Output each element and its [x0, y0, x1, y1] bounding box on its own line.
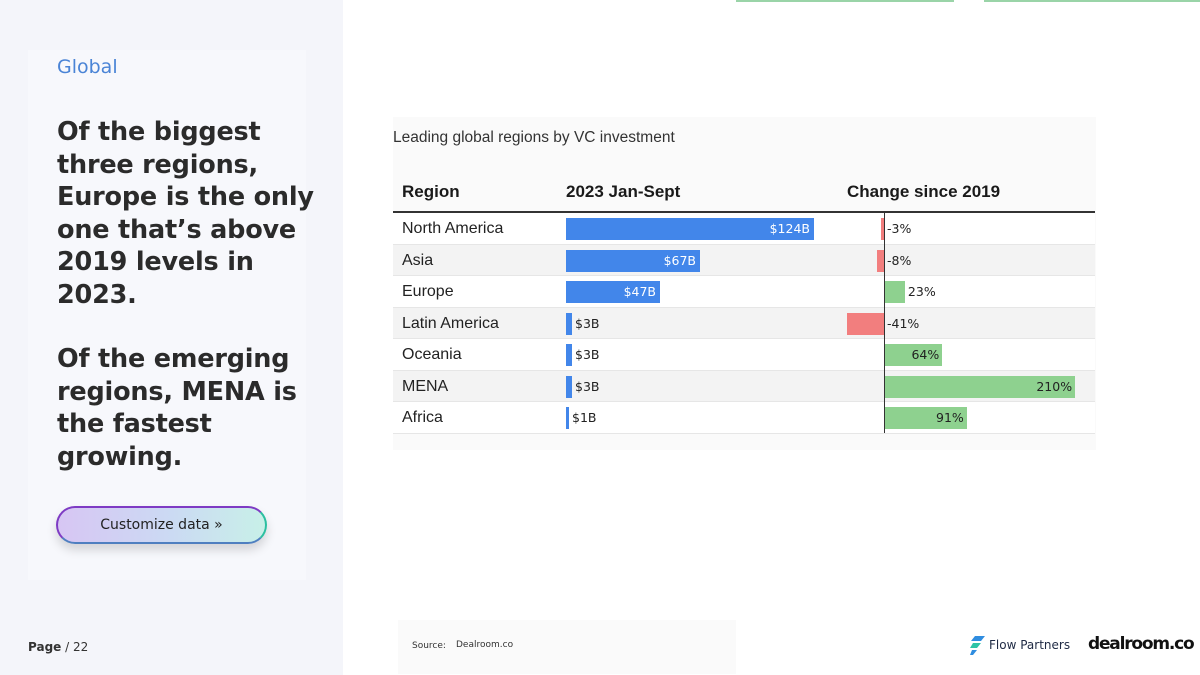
- region-label: Africa: [402, 409, 443, 426]
- table-row: Africa $1B 91%: [393, 402, 1095, 434]
- page-label: Page: [28, 640, 62, 654]
- investment-value-label: $3B: [575, 315, 600, 331]
- investment-bar: [566, 344, 572, 366]
- table-row: Latin America $3B -41%: [393, 307, 1095, 339]
- change-value-label: 210%: [1036, 378, 1073, 394]
- investment-bar: [566, 312, 572, 335]
- chart-title: Leading global regions by VC investment: [393, 129, 675, 146]
- investment-bar: [566, 407, 569, 429]
- change-bar: [884, 281, 905, 303]
- table-row: Europe $47B 23%: [393, 276, 1095, 308]
- investment-bar: [566, 375, 572, 398]
- page-indicator: Page / 22: [28, 640, 88, 654]
- page-number: / 22: [65, 640, 89, 654]
- change-value-label: 91%: [936, 410, 964, 425]
- change-bar: [884, 344, 943, 366]
- dealroom-logo: dealroom.co: [1088, 634, 1195, 654]
- region-label: Latin America: [402, 314, 499, 332]
- table-row: Asia $67B -8%: [393, 244, 1095, 276]
- customize-data-button[interactable]: Customize data »: [56, 506, 267, 544]
- table-row: Oceania $3B 64%: [393, 339, 1095, 371]
- footer-source-box: [398, 620, 736, 674]
- change-bar: [846, 312, 884, 335]
- region-label: Asia: [402, 251, 434, 269]
- change-bar: [876, 249, 884, 272]
- table-row: North America $124B -3%: [393, 213, 1095, 245]
- table-row: MENA $3B 210%: [393, 370, 1095, 402]
- investment-value-label: $47B: [623, 284, 656, 299]
- top-accent-line-right: [984, 0, 1200, 2]
- column-header-investment: 2023 Jan-Sept: [566, 182, 681, 201]
- investment-bar: [566, 218, 814, 240]
- flow-partners-icon: [970, 635, 985, 655]
- section-label: Global: [57, 56, 118, 78]
- change-value-label: -8%: [887, 252, 912, 268]
- investment-value-label: $67B: [663, 252, 696, 268]
- region-label: MENA: [402, 377, 449, 395]
- region-label: Oceania: [402, 346, 462, 363]
- change-bar: [884, 407, 967, 429]
- investment-value-label: $124B: [769, 221, 810, 236]
- source-value: Dealroom.co: [456, 640, 514, 650]
- change-bar: [881, 218, 884, 240]
- investment-value-label: $3B: [575, 378, 600, 394]
- investment-bar: [566, 281, 660, 303]
- column-header-change: Change since 2019: [847, 182, 1001, 201]
- headline-paragraph-2: Of the emerging regions, MENA is the fas…: [57, 344, 297, 472]
- flow-partners-logo: Flow Partners: [970, 635, 1070, 655]
- header-rule: [393, 211, 1095, 213]
- region-label: Europe: [402, 283, 454, 300]
- region-label: North America: [402, 220, 504, 237]
- change-value-label: 64%: [911, 347, 940, 362]
- column-header-region: Region: [402, 182, 460, 201]
- investment-value-label: $3B: [575, 347, 600, 362]
- change-bar: [884, 375, 1076, 398]
- source-label: Source:: [412, 641, 446, 651]
- headline: Of the biggest three regions, Europe is …: [57, 116, 327, 473]
- left-text-card: [28, 50, 306, 580]
- investment-value-label: $1B: [572, 410, 597, 425]
- headline-paragraph-1: Of the biggest three regions, Europe is …: [57, 117, 314, 310]
- top-accent-line-left: [736, 0, 954, 2]
- change-value-label: -3%: [887, 221, 912, 236]
- investment-bar: [566, 249, 700, 272]
- change-value-label: -41%: [887, 315, 920, 331]
- change-value-label: 23%: [907, 284, 936, 299]
- flow-partners-wordmark: Flow Partners: [989, 638, 1071, 652]
- change-zero-axis: [884, 213, 885, 433]
